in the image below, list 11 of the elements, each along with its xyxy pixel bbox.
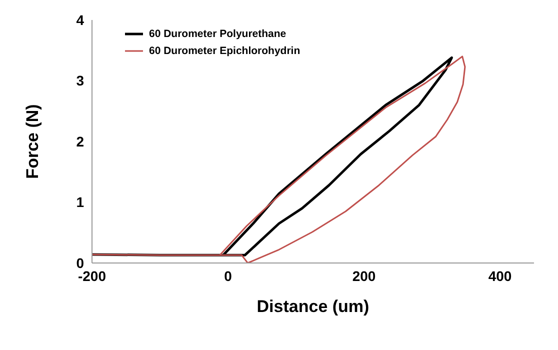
x-tick-label: 400 xyxy=(488,268,512,284)
legend-label: 60 Durometer Epichlorohydrin xyxy=(149,45,300,57)
legend-label: 60 Durometer Polyurethane xyxy=(149,28,286,40)
y-tick-label: 2 xyxy=(76,133,84,150)
y-tick-label: 1 xyxy=(76,194,84,210)
x-axis-title: Distance (um) xyxy=(256,297,370,316)
y-axis-title: Force (N) xyxy=(23,104,42,179)
y-tick-label: 3 xyxy=(76,72,84,89)
x-tick-label: 200 xyxy=(352,268,376,284)
y-tick-label: 4 xyxy=(76,12,84,28)
x-tick-label: 0 xyxy=(224,268,232,284)
